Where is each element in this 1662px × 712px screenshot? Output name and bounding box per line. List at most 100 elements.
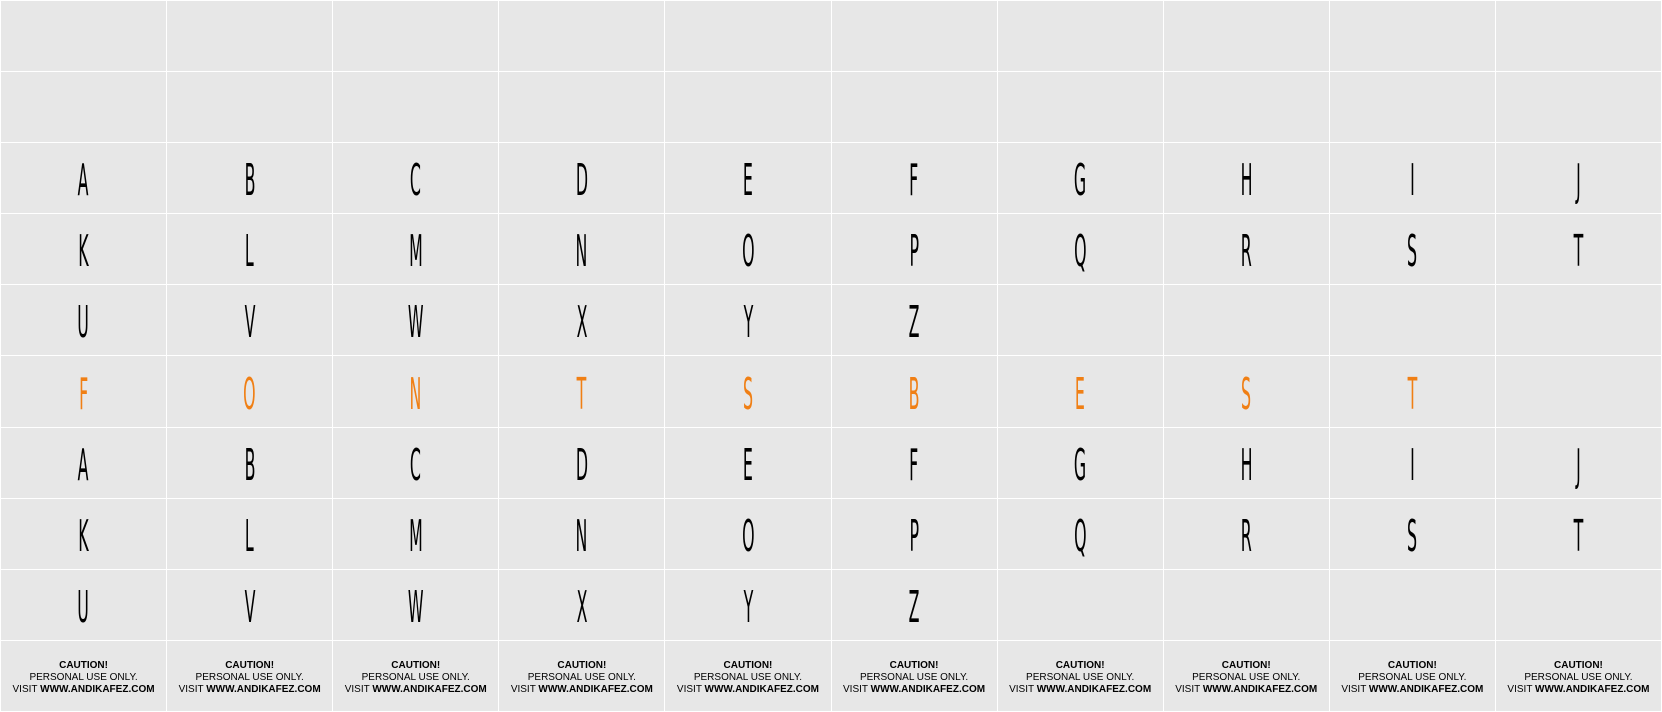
glyph-cell: T (1329, 356, 1495, 427)
caution-cell: CAUTION! PERSONAL USE ONLY. VISIT WWW.ANDI… (499, 640, 665, 711)
caution-cell: CAUTION! PERSONAL USE ONLY. VISIT WWW.ANDI… (333, 640, 499, 711)
glyph: S (1241, 368, 1252, 420)
glyph: V (244, 297, 256, 349)
caution-site-link[interactable]: WWW.ANDIKAFEZ.COM (1368, 683, 1484, 695)
caution-visit-label: VISIT (1009, 683, 1037, 695)
caution-site-link[interactable]: WWW.ANDIKAFEZ.COM (704, 683, 819, 695)
glyph: O (243, 368, 256, 420)
caution-notice: CAUTION! PERSONAL USE ONLY. VISIT WWW.ANDI… (1009, 656, 1151, 696)
empty-cell (1163, 285, 1329, 356)
caution-personal-use: PERSONAL USE ONLY. (693, 671, 803, 683)
glyph-cell: W (333, 569, 499, 640)
caution-visit-line: VISIT WWW.ANDIKAFEZ.COM (511, 684, 653, 696)
empty-cell (997, 72, 1163, 143)
caution-visit-label: VISIT (510, 683, 539, 695)
empty-cell (499, 1, 665, 72)
glyph: B (244, 155, 256, 207)
empty-cell (499, 72, 665, 143)
glyph-cell: O (167, 356, 333, 427)
glyph-cell: N (499, 214, 665, 285)
empty-cell (1, 1, 167, 72)
glyph-cell: B (167, 427, 333, 498)
caution-visit-line: VISIT WWW.ANDIKAFEZ.COM (345, 684, 487, 696)
caution-visit-line: VISIT WWW.ANDIKAFEZ.COM (677, 684, 819, 696)
glyph: H (1240, 155, 1253, 207)
caution-site-link[interactable]: WWW.ANDIKAFEZ.COM (40, 683, 155, 695)
glyph: R (1240, 510, 1252, 562)
glyph-cell: X (499, 285, 665, 356)
empty-cell (831, 1, 997, 72)
caution-title: CAUTION! (59, 659, 108, 671)
caution-visit-label: VISIT (1175, 683, 1203, 695)
caution-cell: CAUTION! PERSONAL USE ONLY. VISIT WWW.ANDI… (1329, 640, 1495, 711)
caution-cell: CAUTION! PERSONAL USE ONLY. VISIT WWW.ANDI… (1163, 640, 1329, 711)
caution-notice: CAUTION! PERSONAL USE ONLY. VISIT WWW.ANDI… (1341, 656, 1483, 696)
caution-cell: CAUTION! PERSONAL USE ONLY. VISIT WWW.ANDI… (1, 640, 167, 711)
glyph-cell: S (665, 356, 831, 427)
empty-cell (665, 1, 831, 72)
caution-personal-use: PERSONAL USE ONLY. (1524, 671, 1633, 683)
caution-site-link[interactable]: WWW.ANDIKAFEZ.COM (870, 683, 986, 695)
caution-site-link[interactable]: WWW.ANDIKAFEZ.COM (372, 683, 487, 695)
caution-personal-use: PERSONAL USE ONLY. (1358, 671, 1467, 683)
glyph-cell: V (167, 285, 333, 356)
caution-personal-use: PERSONAL USE ONLY. (1026, 671, 1135, 683)
caution-cell: CAUTION! PERSONAL USE ONLY. VISIT WWW.ANDI… (997, 640, 1163, 711)
caution-site-link[interactable]: WWW.ANDIKAFEZ.COM (1202, 683, 1318, 695)
glyph-cell: J (1495, 427, 1661, 498)
caution-title: CAUTION! (1055, 659, 1105, 671)
empty-cell (1329, 285, 1495, 356)
glyph: H (1240, 439, 1253, 491)
glyph: X (576, 297, 588, 349)
glyph: I (1409, 155, 1415, 207)
caution-title: CAUTION! (1387, 659, 1437, 671)
empty-cell (167, 72, 333, 143)
caution-site-link[interactable]: WWW.ANDIKAFEZ.COM (206, 683, 321, 695)
glyph: D (575, 155, 588, 207)
glyph-cell: H (1163, 143, 1329, 214)
empty-cell (1163, 569, 1329, 640)
glyph: U (77, 297, 90, 349)
glyph: S (1407, 510, 1418, 562)
caution-notice: CAUTION! PERSONAL USE ONLY. VISIT WWW.ANDI… (179, 656, 321, 696)
glyph-cell: T (1495, 498, 1661, 569)
empty-cell (1329, 1, 1495, 72)
empty-cell (997, 569, 1163, 640)
caution-personal-use: PERSONAL USE ONLY. (29, 671, 138, 683)
caution-notice: CAUTION! PERSONAL USE ONLY. VISIT WWW.ANDI… (677, 656, 819, 696)
glyph-cell: Z (831, 569, 997, 640)
glyph-cell: Z (831, 285, 997, 356)
glyph-cell: F (831, 427, 997, 498)
caution-visit-line: VISIT WWW.ANDIKAFEZ.COM (843, 684, 985, 696)
glyph-cell: L (167, 498, 333, 569)
glyph: A (78, 155, 89, 207)
caution-site-link[interactable]: WWW.ANDIKAFEZ.COM (1535, 683, 1650, 695)
glyph-cell: C (333, 427, 499, 498)
glyph-cell: R (1163, 498, 1329, 569)
glyph-cell: P (831, 498, 997, 569)
glyph-cell: N (333, 356, 499, 427)
caution-site-link[interactable]: WWW.ANDIKAFEZ.COM (538, 683, 653, 695)
glyph: T (576, 368, 587, 420)
glyph-cell: W (333, 285, 499, 356)
glyph-cell: T (499, 356, 665, 427)
glyph: W (407, 581, 424, 633)
glyph-cell: E (997, 356, 1163, 427)
glyph: F (909, 155, 919, 207)
caution-title: CAUTION! (723, 659, 773, 671)
caution-cell: CAUTION! PERSONAL USE ONLY. VISIT WWW.ANDI… (831, 640, 997, 711)
glyph: N (575, 226, 588, 278)
glyph: J (1576, 439, 1581, 491)
glyph-cell: I (1329, 427, 1495, 498)
empty-cell (1495, 285, 1661, 356)
caution-site-link[interactable]: WWW.ANDIKAFEZ.COM (1036, 683, 1152, 695)
glyph: Y (743, 297, 753, 349)
glyph-cell: Y (665, 569, 831, 640)
glyph: F (78, 368, 89, 420)
caution-notice: CAUTION! PERSONAL USE ONLY. VISIT WWW.ANDI… (345, 656, 487, 696)
glyph-cell: X (499, 569, 665, 640)
glyph-cell: Q (997, 498, 1163, 569)
glyph: K (78, 510, 89, 562)
empty-cell (1495, 569, 1661, 640)
